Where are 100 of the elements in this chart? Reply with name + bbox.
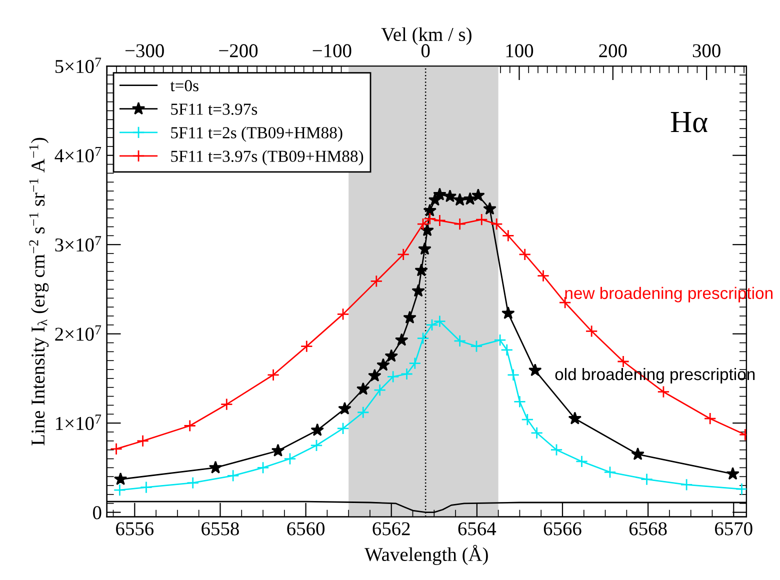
y-tick-label: 0 xyxy=(93,506,102,520)
point xyxy=(470,340,483,353)
point xyxy=(403,310,416,324)
point xyxy=(208,460,222,474)
point xyxy=(384,349,398,362)
legend-label: t=0s xyxy=(170,80,198,92)
x2-tick-label: 300 xyxy=(692,44,720,58)
point xyxy=(453,193,466,206)
x-tick-label: 6570 xyxy=(715,522,752,536)
point xyxy=(370,274,383,288)
point xyxy=(374,384,386,396)
point xyxy=(454,218,466,230)
point xyxy=(136,434,150,448)
point xyxy=(226,469,240,482)
point xyxy=(550,444,563,456)
y-tick-label: 1×10$^{7}$ xyxy=(56,414,102,430)
point xyxy=(472,188,485,202)
point xyxy=(416,332,430,345)
point xyxy=(423,204,437,216)
x-tick-label: 6568 xyxy=(629,522,667,536)
x-tick-label: 6556 xyxy=(116,522,154,536)
x2-tick-label: −100 xyxy=(312,44,352,58)
point xyxy=(513,395,526,408)
point xyxy=(267,368,280,382)
y-tick-label: 2×10$^{7}$ xyxy=(55,325,102,341)
x-tick-label: 6560 xyxy=(287,522,324,536)
point xyxy=(616,355,630,368)
legend-label: 5F11 t=2s (TB09+HM88) xyxy=(171,126,342,142)
x2-tick-label: 0 xyxy=(421,44,430,58)
point xyxy=(338,402,352,415)
point xyxy=(490,218,503,230)
point xyxy=(256,461,270,474)
point xyxy=(386,370,400,383)
point xyxy=(336,308,350,320)
point xyxy=(110,442,123,456)
point xyxy=(433,214,446,227)
x2-tick-label: 200 xyxy=(599,44,627,58)
point xyxy=(475,213,488,226)
legend-label: 5F11 t=3.97s (TB09+HM88) xyxy=(171,150,364,166)
point xyxy=(494,334,506,346)
point xyxy=(680,478,693,491)
x2-axis-title: Vel (km / s) xyxy=(381,27,472,45)
point xyxy=(356,406,370,419)
point xyxy=(397,248,410,261)
point xyxy=(336,422,350,435)
point xyxy=(604,466,616,478)
x2-tick-label: −300 xyxy=(126,44,164,58)
point xyxy=(408,357,422,370)
point xyxy=(368,368,382,382)
point xyxy=(114,472,128,486)
y-tick-label: 4×10$^{7}$ xyxy=(54,146,102,162)
point xyxy=(412,284,425,297)
point xyxy=(310,423,324,436)
point xyxy=(113,484,126,496)
x-tick-label: 6558 xyxy=(202,522,239,536)
point xyxy=(518,248,532,261)
point xyxy=(300,340,313,353)
x-tick-label: 6562 xyxy=(372,522,410,536)
point xyxy=(418,242,432,255)
point xyxy=(443,189,457,202)
point xyxy=(483,202,496,215)
point xyxy=(704,412,716,425)
point xyxy=(726,467,740,480)
point xyxy=(271,444,285,456)
point xyxy=(420,223,434,236)
point xyxy=(284,452,296,466)
point xyxy=(500,344,514,356)
point xyxy=(220,398,233,411)
point xyxy=(528,363,542,376)
point xyxy=(640,473,654,486)
x2-tick-label: −200 xyxy=(219,44,258,58)
y-tick-label: 5×10$^{7}$ xyxy=(55,58,102,74)
annotation: Hα xyxy=(670,112,708,132)
point xyxy=(575,455,588,468)
point xyxy=(433,188,446,200)
point xyxy=(507,368,520,382)
point xyxy=(585,324,598,338)
point xyxy=(536,270,550,282)
point xyxy=(521,413,534,426)
point xyxy=(568,412,582,424)
point xyxy=(530,426,544,440)
point xyxy=(414,264,428,276)
point xyxy=(140,481,152,494)
text: Line Intensity I$_{λ}$ (erg cm$^{−2}$ s$^{−1}$ sr$^{−1}$ A$^{−1}$) xyxy=(29,138,49,446)
point xyxy=(356,382,370,395)
x-tick-label: 6564 xyxy=(458,522,496,536)
point xyxy=(502,306,515,320)
point xyxy=(184,420,196,432)
y-tick-label: 3×10$^{7}$ xyxy=(55,236,102,252)
x-tick-label: 6566 xyxy=(544,522,582,536)
point xyxy=(657,386,670,398)
point xyxy=(400,368,414,380)
point xyxy=(186,476,200,490)
point xyxy=(376,358,390,371)
point xyxy=(502,229,514,242)
x-axis-title: Wavelength (Å) xyxy=(364,544,488,566)
x2-tick-label: 100 xyxy=(506,44,534,58)
point xyxy=(463,192,477,205)
point xyxy=(394,333,408,346)
legend-label: 5F11 t=3.97s xyxy=(171,104,258,115)
